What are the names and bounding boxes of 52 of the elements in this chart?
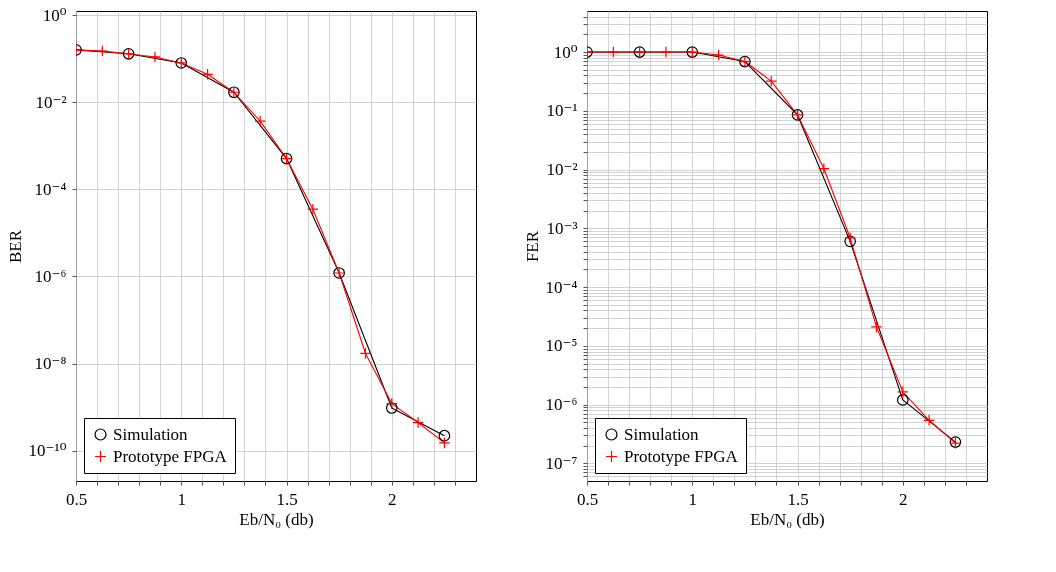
point (385, 402, 398, 414)
x-tick-label: 2 (388, 489, 397, 509)
y-tick-label: 10⁻⁶ (34, 266, 67, 286)
y-tick-label: 10⁰ (553, 42, 578, 62)
legend-label: Prototype FPGA (113, 446, 228, 466)
point (359, 347, 372, 360)
y-tick-label: 10⁻⁸ (34, 354, 67, 373)
y-tick-label: 10⁰ (42, 5, 67, 25)
x-tick-label: 2 (899, 489, 908, 509)
point (438, 437, 451, 449)
y-tick-label: 10⁻¹ (546, 101, 578, 121)
x-tick-label: 1 (688, 489, 698, 509)
point (385, 397, 398, 410)
point (149, 51, 161, 63)
point (607, 46, 620, 58)
point (896, 385, 909, 398)
point (201, 68, 214, 81)
point (818, 162, 830, 175)
y-tick-label: 10⁻² (35, 92, 67, 112)
y-tick-label: 10⁻⁶ (545, 395, 578, 415)
legend-label: Simulation (113, 424, 189, 444)
point (96, 45, 109, 57)
y-tick-label: 10⁻⁵ (545, 336, 578, 356)
x-axis-title: Eb/N₀ (db) (750, 509, 825, 529)
point (660, 46, 672, 58)
point (844, 231, 856, 244)
point (712, 49, 725, 61)
y-axis-title: BER (5, 229, 25, 264)
y-tick-label: 10⁻⁴ (34, 179, 67, 199)
x-tick-label: 0.5 (65, 489, 88, 509)
point (412, 416, 424, 429)
x-axis-title: Eb/N₀ (db) (239, 509, 314, 529)
point (254, 115, 267, 127)
x-tick-label: 1.5 (787, 489, 809, 509)
point (870, 321, 883, 333)
point (844, 235, 856, 248)
y-tick-label: 10⁻⁷ (545, 453, 578, 473)
point (307, 203, 319, 216)
legend-label: Prototype FPGA (624, 446, 739, 466)
y-axis-title: FER (522, 230, 542, 263)
legend-label: Simulation (624, 424, 700, 444)
point (923, 414, 935, 427)
y-tick-label: 10⁻² (546, 160, 578, 180)
x-tick-label: 0.5 (576, 489, 599, 509)
x-tick-label: 1 (177, 489, 187, 509)
point (765, 75, 778, 87)
x-tick-label: 1.5 (276, 489, 298, 509)
y-tick-label: 10⁻⁴ (545, 277, 578, 297)
y-tick-label: 10⁻¹⁰ (28, 441, 67, 461)
y-tick-label: 10⁻³ (546, 218, 578, 238)
point (438, 429, 451, 442)
point (896, 394, 909, 406)
